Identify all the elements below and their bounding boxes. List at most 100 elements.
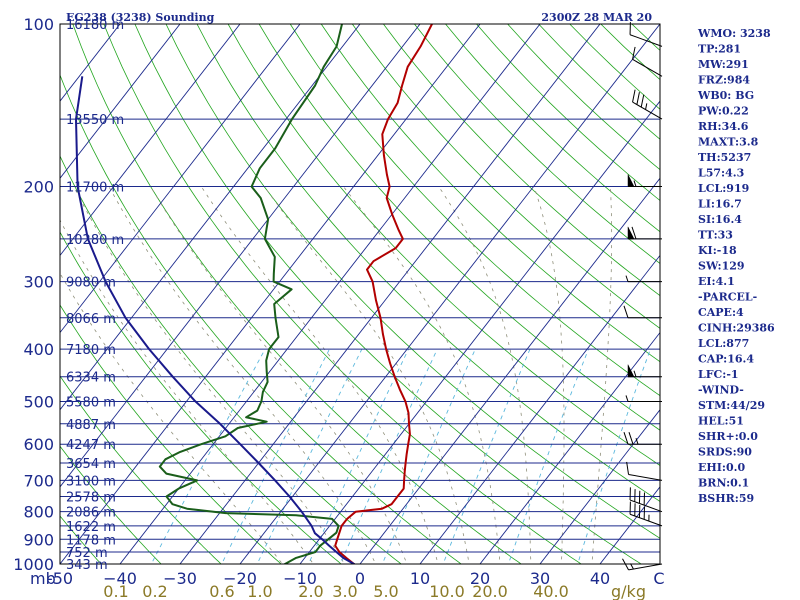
- wind-barb-staff: [628, 473, 663, 481]
- index-value: CAPE:4: [698, 306, 744, 319]
- wind-barb: [627, 174, 662, 188]
- height-label: 10280 m: [66, 233, 124, 248]
- index-value: MAXT:3.8: [698, 136, 759, 149]
- mixing-ratio-line: [507, 348, 589, 564]
- index-value: STM:44/29: [698, 399, 765, 412]
- isotherm: [60, 24, 301, 334]
- index-value: TH:5237: [698, 151, 751, 164]
- height-label: 4247 m: [66, 438, 116, 453]
- dry-adiabat: [60, 375, 222, 564]
- wind-barb: [625, 275, 662, 283]
- pressure-tick-label: 300: [23, 273, 54, 292]
- moist-adiabat: [438, 186, 532, 564]
- isotherm: [299, 100, 660, 564]
- pressure-tick-label: 600: [23, 435, 54, 454]
- moist-adiabat: [150, 186, 408, 564]
- height-labels: 16180 m 13550 m 11700 m 10280 m 9080 m 8066 m…: [66, 18, 124, 573]
- height-label: 2086 m: [66, 506, 116, 521]
- mixing-ratio-line: [221, 348, 330, 564]
- wind-barb: [623, 305, 662, 319]
- temperature-tick-label: 20: [470, 569, 490, 588]
- isotherm: [60, 24, 421, 488]
- index-value: SW:129: [698, 260, 745, 273]
- mixing-ratio-tick-label: 10.0: [429, 582, 465, 600]
- mixing-ratio-line: [577, 348, 651, 564]
- wind-barb-half-flag: [635, 438, 639, 445]
- height-label: 343 m: [66, 558, 108, 573]
- index-value: WMO: 3238: [697, 27, 771, 40]
- plot-border: [59, 23, 661, 565]
- index-value: CINH:29386: [698, 322, 775, 335]
- index-value: EHI:0.0: [698, 461, 745, 474]
- wind-barb: [627, 226, 662, 240]
- wind-barb: [623, 432, 662, 445]
- moist-adiabat: [200, 186, 439, 564]
- index-value: HEL:51: [698, 415, 744, 428]
- wind-barbs: [622, 22, 663, 571]
- height-label: 11700 m: [66, 181, 124, 196]
- wind-barb-half-flag: [625, 275, 629, 282]
- wind-barb-flag: [632, 89, 636, 103]
- pressure-axis-labels: 100 200 300 400 500 600 700 800 900 1000: [13, 15, 54, 574]
- index-value: KI:-18: [698, 244, 737, 257]
- wind-barb-flag: [632, 46, 636, 60]
- isotherm: [119, 24, 541, 564]
- wind-barb: [629, 501, 663, 527]
- index-value: -PARCEL-: [698, 291, 757, 304]
- index-value: PW:0.22: [698, 105, 749, 118]
- height-label: 3100 m: [66, 474, 116, 489]
- temperature-tick-label: -50: [47, 569, 73, 588]
- index-value: WB0: BG: [697, 89, 754, 102]
- wind-barb: [622, 558, 663, 571]
- wind-barb-staff: [629, 499, 663, 513]
- height-label: 8066 m: [66, 312, 116, 327]
- index-value: BRN:0.1: [698, 477, 749, 490]
- mixing-ratio-tick-label: 5.0: [373, 582, 398, 600]
- pressure-tick-label: 900: [23, 530, 54, 549]
- indices-panel: WMO: 3238 TP:281 MW:291 FRZ:984 WB0: BG PW:0.…: [697, 27, 775, 505]
- isotherm: [359, 177, 660, 564]
- isotherm: [479, 331, 660, 564]
- wind-barb-half-flag: [625, 395, 629, 402]
- temperature-tick-label: −30: [163, 569, 197, 588]
- mixing-ratio-tick-label: 0.2: [142, 582, 167, 600]
- mixing-ratio-tick-label: 0.6: [209, 582, 234, 600]
- mixing-ratio-tick-label: 20.0: [472, 582, 508, 600]
- dry-adiabat: [60, 445, 162, 564]
- height-label: 1178 m: [66, 533, 116, 548]
- wind-barb-flag: [640, 94, 645, 108]
- wind-barb-flag: [628, 432, 634, 445]
- mixing-ratio-line: [308, 348, 409, 564]
- index-value: LCL:919: [698, 182, 749, 195]
- dry-adiabat: [60, 515, 102, 564]
- height-label: 16180 m: [66, 18, 124, 33]
- index-value: RH:34.6: [698, 120, 749, 133]
- dewpoint-trace: [158, 24, 343, 564]
- temperature-tick-label: 30: [530, 569, 550, 588]
- index-value: LFC:-1: [698, 368, 739, 381]
- mixing-ratio-line: [150, 348, 266, 564]
- height-label: 1622 m: [66, 520, 116, 535]
- mixing-ratio-line: [256, 348, 363, 564]
- index-value: EI:4.1: [698, 275, 735, 288]
- pressure-tick-label: 200: [23, 178, 54, 197]
- temperature-tick-label: −40: [103, 569, 137, 588]
- isotherm: [60, 24, 241, 257]
- temperature-axis-labels: mb-50 −40 −30 −20 −10 0 10 20 30 40 C: [30, 569, 665, 588]
- isotherm: [60, 24, 181, 180]
- pressure-tick-label: 700: [23, 471, 54, 490]
- wind-barb-flag: [623, 305, 629, 318]
- wind-barb-pennant: [627, 364, 635, 377]
- mixing-ratio-tick-label: 0.1: [103, 582, 128, 600]
- mixing-ratio-tick-label: 40.0: [533, 582, 569, 600]
- index-value: TT:33: [698, 229, 733, 242]
- index-value: TP:281: [698, 43, 741, 56]
- plot-area: [60, 24, 660, 564]
- mixing-ratio-tick-label: 1.0: [247, 582, 272, 600]
- pressure-tick-label: 800: [23, 503, 54, 522]
- wind-barb-staff: [629, 513, 663, 527]
- index-value: SI:16.4: [698, 213, 742, 226]
- index-value: CAP:16.4: [698, 353, 754, 366]
- wind-barb: [627, 364, 662, 378]
